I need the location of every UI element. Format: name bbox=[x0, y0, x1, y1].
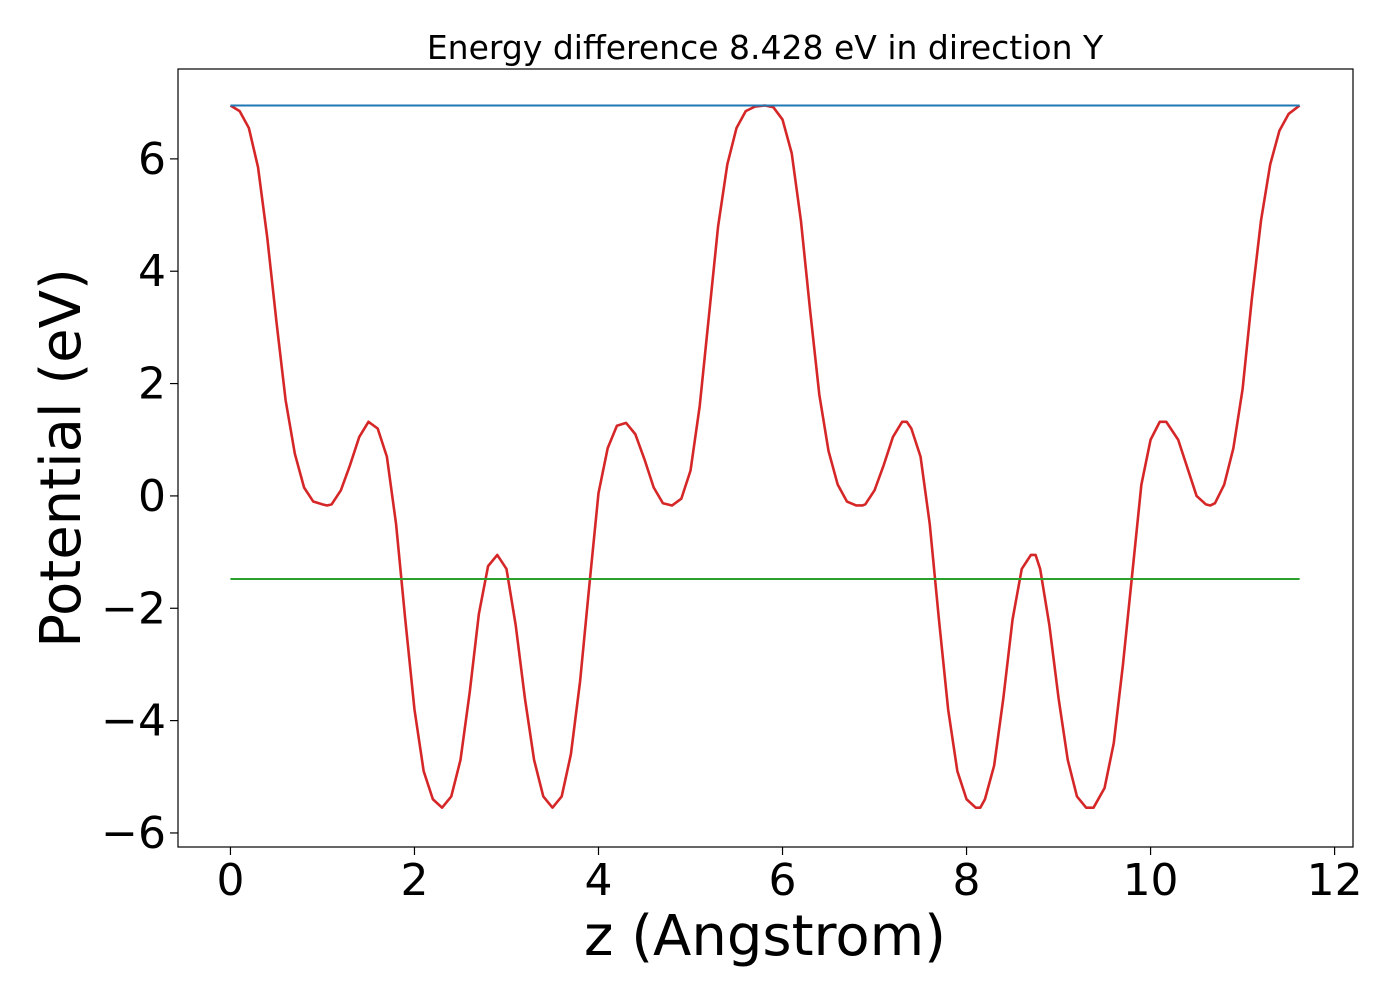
y-tick-label: 4 bbox=[138, 246, 166, 297]
x-tick-label: 10 bbox=[1123, 855, 1179, 906]
plot-frame bbox=[177, 68, 1354, 848]
y-tick-label: −4 bbox=[101, 696, 166, 747]
x-tick-label: 2 bbox=[400, 855, 428, 906]
x-tick-label: 6 bbox=[769, 855, 797, 906]
x-axis-label: z (Angstrom) bbox=[584, 904, 946, 969]
chart-title: Energy difference 8.428 eV in direction … bbox=[427, 28, 1104, 67]
y-tick-label: −6 bbox=[101, 808, 166, 859]
y-tick-label: 0 bbox=[138, 471, 166, 522]
x-tick-label: 8 bbox=[953, 855, 981, 906]
y-tick-label: −2 bbox=[101, 583, 166, 634]
y-tick-label: 2 bbox=[138, 359, 166, 410]
y-tick-label: 6 bbox=[138, 134, 166, 185]
y-axis-label: Potential (eV) bbox=[29, 268, 94, 648]
x-tick-label: 4 bbox=[584, 855, 612, 906]
x-tick-label: 12 bbox=[1307, 855, 1363, 906]
series-line-0 bbox=[229, 104, 1301, 809]
x-tick-label: 0 bbox=[216, 855, 244, 906]
